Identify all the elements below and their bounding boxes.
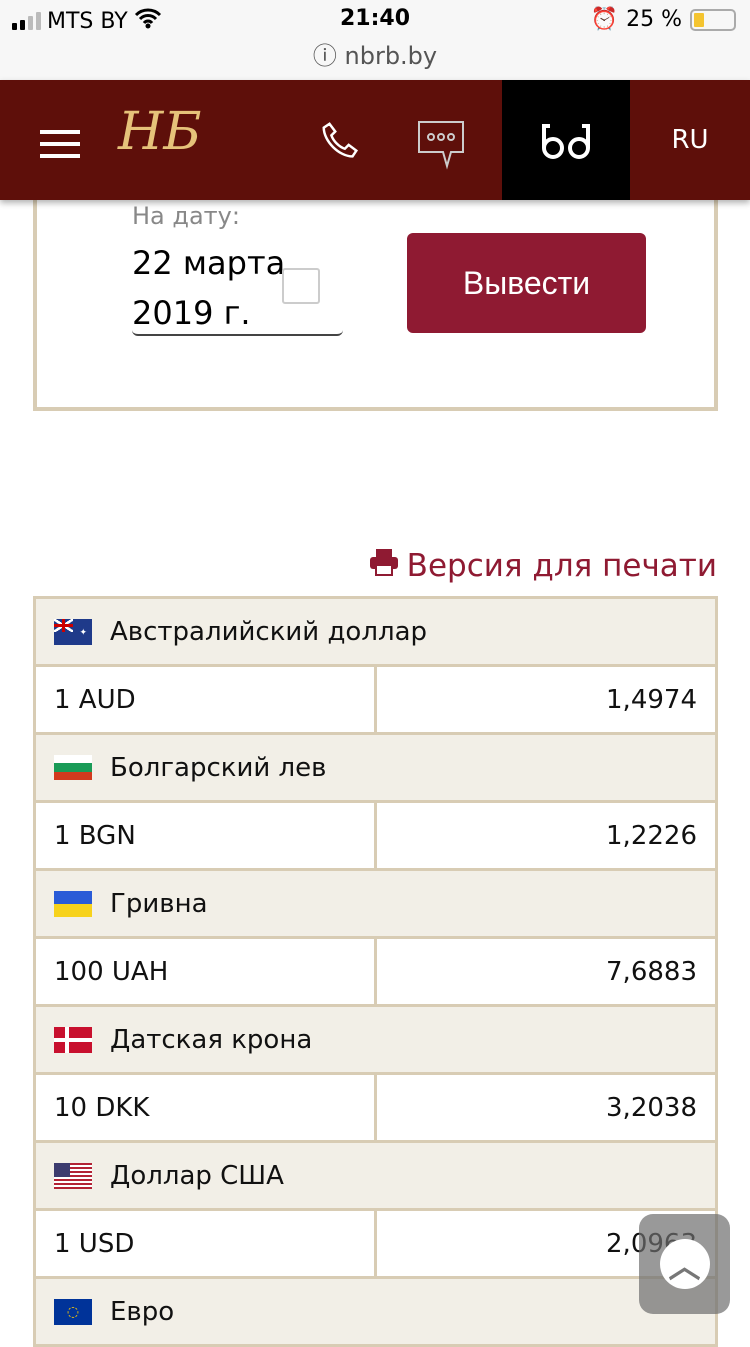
battery-percent: 25 %: [626, 7, 682, 32]
address-bar[interactable]: ⓘ nbrb.by: [0, 40, 750, 80]
currency-name: Евро: [110, 1296, 175, 1327]
submit-button[interactable]: Вывести: [407, 233, 646, 333]
table-row: 1 AUD 1,4974: [36, 667, 715, 735]
flag-ua-icon: [54, 890, 92, 917]
clock: 21:40: [339, 6, 411, 31]
flag-dk-icon: [54, 1026, 92, 1053]
carrier: MTS BY: [47, 8, 128, 34]
print-version-label: Версия для печати: [406, 548, 717, 584]
calendar-icon[interactable]: [282, 268, 320, 304]
chat-icon[interactable]: [417, 120, 467, 174]
site-header: НБ RU: [0, 80, 750, 200]
currency-name: Болгарский лев: [110, 752, 327, 783]
battery-icon: [690, 8, 736, 31]
wifi-icon: [134, 7, 162, 35]
flag-au-icon: ✦: [54, 618, 92, 645]
currency-header-row: Доллар США: [36, 1143, 715, 1211]
status-bar: MTS BY 21:40 ⏰ 25 %: [0, 0, 750, 40]
currency-unit: 1 AUD: [36, 667, 377, 732]
printer-icon: [369, 548, 399, 584]
currency-header-row: Датская крона: [36, 1007, 715, 1075]
language-switch[interactable]: RU: [671, 125, 709, 155]
rates-table: ✦ Австралийский доллар 1 AUD 1,4974 Болгарск…: [33, 596, 718, 1347]
date-label: На дату:: [132, 202, 240, 230]
currency-header-row: Гривна: [36, 871, 715, 939]
scroll-to-top-button[interactable]: ︿: [639, 1214, 730, 1314]
signal-icon: [12, 12, 41, 30]
currency-header-row: Болгарский лев: [36, 735, 715, 803]
date-input[interactable]: 22 марта 2019 г.: [132, 238, 343, 336]
flag-bg-icon: [54, 754, 92, 781]
table-row: 100 UAH 7,6883: [36, 939, 715, 1007]
currency-rate: 3,2038: [606, 1092, 697, 1123]
url-text: nbrb.by: [344, 42, 438, 70]
currency-header-row: ◌ Евро: [36, 1279, 715, 1347]
print-version-link[interactable]: Версия для печати: [369, 548, 717, 584]
table-row: 1 BGN 1,2226: [36, 803, 715, 871]
flag-us-icon: [54, 1162, 92, 1189]
currency-rate: 7,6883: [606, 956, 697, 987]
currency-name: Австралийский доллар: [110, 616, 428, 647]
currency-unit: 10 DKK: [36, 1075, 377, 1140]
table-row: 10 DKK 3,2038: [36, 1075, 715, 1143]
currency-rate: 1,2226: [606, 820, 697, 851]
menu-icon[interactable]: [40, 130, 80, 166]
currency-unit: 1 USD: [36, 1211, 377, 1276]
alarm-icon: ⏰: [590, 7, 619, 32]
currency-name: Гривна: [110, 888, 208, 919]
currency-unit: 1 BGN: [36, 803, 377, 868]
date-form: [33, 170, 718, 411]
info-icon: ⓘ: [312, 42, 337, 70]
currency-name: Доллар США: [110, 1160, 284, 1191]
logo[interactable]: НБ: [118, 102, 202, 162]
currency-unit: 100 UAH: [36, 939, 377, 1004]
currency-name: Датская крона: [110, 1024, 313, 1055]
glasses-icon[interactable]: [502, 80, 630, 200]
phone-icon[interactable]: [318, 120, 364, 170]
table-row: 1 USD2,0963: [36, 1211, 715, 1279]
chevron-up-icon: ︿: [659, 1239, 710, 1289]
flag-eu-icon: ◌: [54, 1298, 92, 1325]
currency-header-row: ✦ Австралийский доллар: [36, 599, 715, 667]
currency-rate: 1,4974: [606, 684, 697, 715]
